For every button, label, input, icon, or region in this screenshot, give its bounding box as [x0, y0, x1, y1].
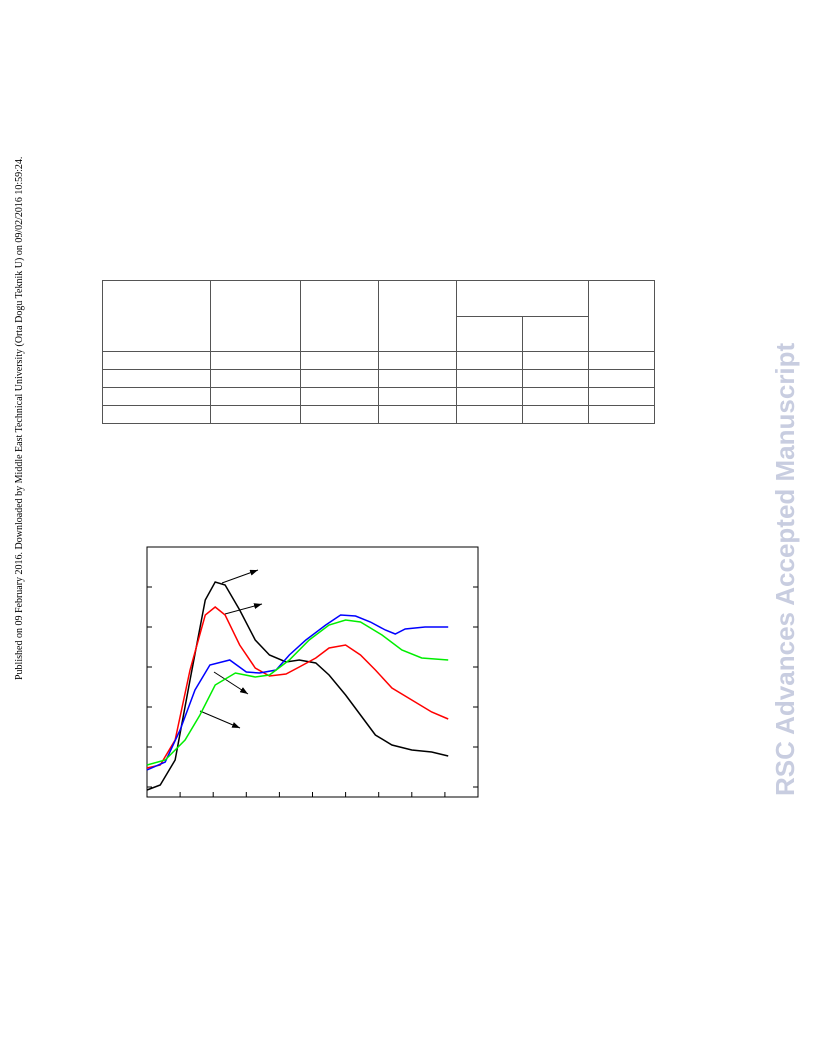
plot-frame	[146, 546, 479, 798]
curve	[146, 606, 449, 769]
curve	[146, 581, 449, 791]
table	[102, 280, 655, 424]
curve	[146, 619, 449, 766]
curve	[146, 614, 449, 771]
arrows	[199, 569, 263, 729]
